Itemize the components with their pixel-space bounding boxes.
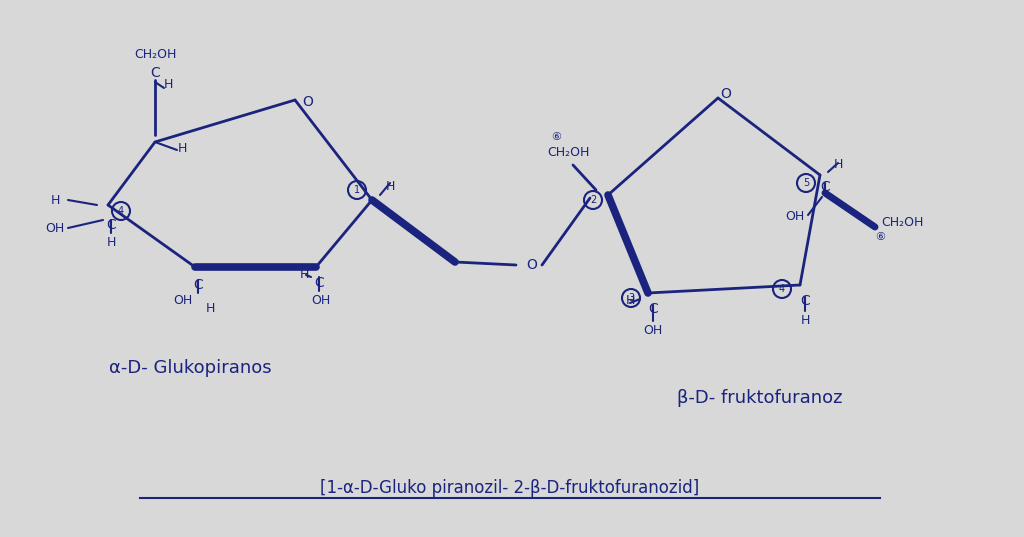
Text: 4: 4 — [779, 284, 785, 294]
Text: H: H — [801, 315, 810, 328]
Text: OH: OH — [311, 294, 331, 308]
Text: OH: OH — [173, 294, 193, 308]
Text: 5: 5 — [803, 178, 809, 188]
Text: H: H — [834, 158, 843, 171]
Text: 2: 2 — [590, 195, 596, 205]
Text: ⑥: ⑥ — [874, 232, 885, 242]
Text: C: C — [106, 218, 116, 232]
Text: O: O — [302, 95, 313, 109]
Text: C: C — [314, 276, 324, 290]
Text: CH₂OH: CH₂OH — [881, 216, 924, 229]
Text: CH₂OH: CH₂OH — [547, 147, 589, 159]
Text: H: H — [106, 236, 116, 250]
Text: C: C — [820, 180, 829, 194]
Text: α-D- Glukopiranos: α-D- Glukopiranos — [109, 359, 271, 377]
Text: β-D- fruktofuranoz: β-D- fruktofuranoz — [677, 389, 843, 407]
Text: H: H — [177, 142, 186, 155]
Text: H: H — [206, 302, 215, 316]
Text: [1-α-D-Gluko piranozil- 2-β-D-fruktofuranozid]: [1-α-D-Gluko piranozil- 2-β-D-fruktofura… — [321, 479, 699, 497]
Text: OH: OH — [643, 324, 663, 337]
Text: H: H — [163, 78, 173, 91]
Text: OH: OH — [785, 211, 805, 223]
Text: 4: 4 — [118, 206, 124, 216]
Text: C: C — [800, 294, 810, 308]
Text: H: H — [50, 193, 59, 207]
Text: H: H — [299, 268, 308, 281]
Text: O: O — [721, 87, 731, 101]
Text: H: H — [385, 179, 394, 192]
Text: O: O — [526, 258, 538, 272]
Text: OH: OH — [45, 221, 65, 235]
Text: CH₂OH: CH₂OH — [134, 48, 176, 62]
Text: C: C — [648, 302, 657, 316]
Text: C: C — [194, 278, 203, 292]
Text: 1: 1 — [354, 185, 360, 195]
Text: C: C — [151, 66, 160, 80]
Text: H: H — [626, 294, 635, 308]
Text: 3: 3 — [628, 293, 634, 303]
Text: ⑥: ⑥ — [551, 132, 561, 142]
